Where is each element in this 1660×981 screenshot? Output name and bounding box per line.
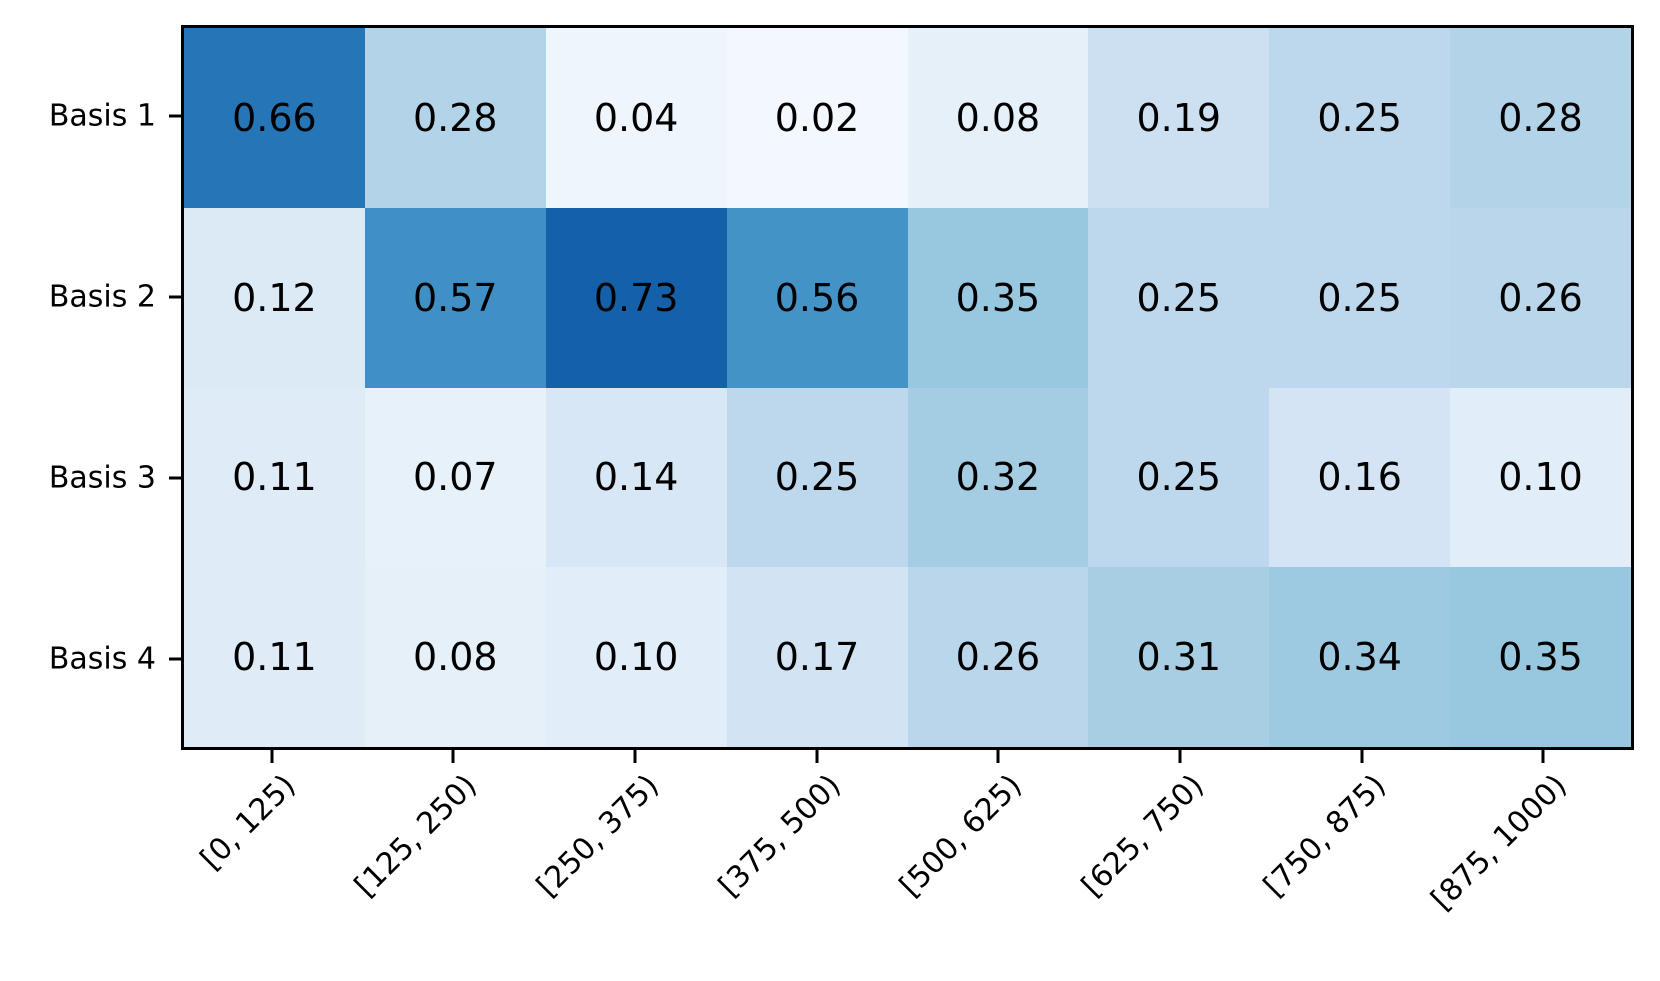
heatmap-cell: 0.08 (364, 567, 546, 747)
heatmap-cell: 0.10 (545, 567, 727, 747)
heatmap-cell: 0.28 (364, 28, 546, 208)
heatmap-cell: 0.17 (726, 567, 908, 747)
y-tick-mark (169, 114, 181, 118)
x-tick-label: [375, 500) (711, 768, 848, 904)
heatmap-cell: 0.12 (184, 207, 365, 388)
y-tick-label: Basis 3 (48, 460, 156, 496)
heatmap-cell: 0.08 (907, 28, 1089, 208)
y-tick-label: Basis 1 (48, 98, 156, 134)
heatmap-cell: 0.25 (1088, 207, 1270, 388)
heatmap-cell: 0.16 (1269, 387, 1451, 568)
x-tick-mark (1360, 750, 1364, 763)
heatmap-cell: 0.35 (1450, 567, 1631, 747)
x-tick-mark (1541, 750, 1545, 763)
heatmap-cell: 0.14 (545, 387, 727, 568)
x-tick-label: [500, 625) (893, 768, 1030, 904)
heatmap-cell: 0.25 (1088, 387, 1270, 568)
heatmap-cell: 0.31 (1088, 567, 1270, 747)
heatmap-cell: 0.28 (1450, 28, 1631, 208)
heatmap-cell: 0.57 (364, 207, 546, 388)
heatmap-cell: 0.25 (726, 387, 908, 568)
x-tick-label: [250, 375) (530, 768, 666, 904)
heatmap-cell: 0.66 (184, 28, 365, 208)
y-tick-mark (169, 657, 181, 661)
heatmap-grid: 0.66 0.28 0.04 0.02 0.08 0.19 0.25 0.28 0.12 0.57… (184, 28, 1631, 747)
y-tick-mark (169, 476, 181, 480)
heatmap-cell: 0.11 (184, 567, 365, 747)
heatmap-cell: 0.10 (1450, 387, 1631, 568)
x-tick-label: [0, 125) (193, 768, 303, 877)
heatmap-cell: 0.35 (907, 207, 1089, 388)
heatmap-cell: 0.34 (1269, 567, 1451, 747)
heatmap-cell: 0.07 (364, 387, 546, 568)
heatmap-cell: 0.02 (726, 28, 908, 208)
heatmap-axes: 0.66 0.28 0.04 0.02 0.08 0.19 0.25 0.28 0.12 0.57… (181, 25, 1634, 750)
heatmap-cell: 0.19 (1088, 28, 1270, 208)
x-tick-label: [125, 250) (348, 768, 485, 904)
heatmap-cell: 0.04 (545, 28, 727, 208)
heatmap-cell: 0.32 (907, 387, 1089, 568)
x-tick-label: [875, 1000) (1424, 768, 1574, 918)
y-tick-label: Basis 4 (48, 641, 156, 677)
x-tick-mark (1178, 750, 1182, 763)
x-tick-label: [750, 875) (1256, 768, 1393, 904)
heatmap-cell: 0.26 (907, 567, 1089, 747)
y-tick-label: Basis 2 (48, 279, 156, 315)
heatmap-cell: 0.25 (1269, 28, 1451, 208)
heatmap-cell: 0.11 (184, 387, 365, 568)
x-tick-mark (270, 750, 274, 763)
x-tick-mark (633, 750, 637, 763)
heatmap-cell: 0.26 (1450, 207, 1631, 388)
x-tick-mark (451, 750, 455, 763)
heatmap-cell: 0.25 (1269, 207, 1451, 388)
x-tick-mark (996, 750, 1000, 763)
x-tick-mark (815, 750, 819, 763)
y-tick-mark (169, 295, 181, 299)
heatmap-cell: 0.56 (726, 207, 908, 388)
heatmap-cell: 0.73 (545, 207, 727, 388)
x-tick-label: [625, 750) (1074, 768, 1211, 904)
